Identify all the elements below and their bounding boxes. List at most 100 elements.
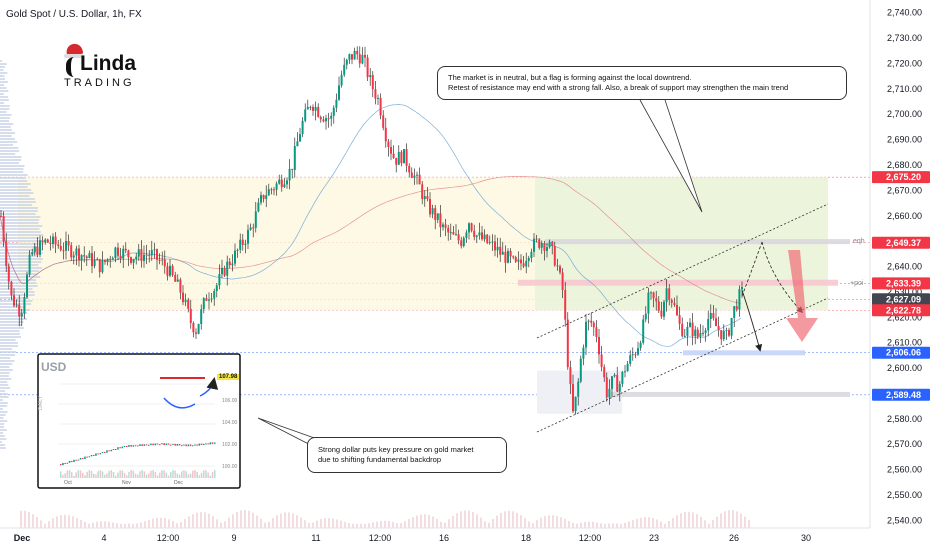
inset-candle xyxy=(214,442,216,444)
volume-bar xyxy=(284,512,286,528)
candle-body xyxy=(616,374,619,392)
candle-body xyxy=(241,239,244,245)
candle-body xyxy=(735,306,738,310)
candle-body xyxy=(91,253,93,267)
volume-bar xyxy=(440,521,442,528)
big-down-arrow xyxy=(786,250,818,342)
volume-bar xyxy=(644,517,646,528)
inset-volume xyxy=(123,472,126,478)
inset-volume xyxy=(75,472,77,478)
profile-bar xyxy=(0,234,44,236)
volume-bar xyxy=(64,514,66,528)
candle-body xyxy=(660,310,663,317)
inset-up-arrow xyxy=(199,377,219,397)
profile-bar xyxy=(0,162,20,164)
volume-bar xyxy=(624,522,626,528)
profile-bar xyxy=(0,252,43,254)
profile-bar xyxy=(0,363,13,365)
inset-volume xyxy=(187,474,190,478)
profile-bar xyxy=(0,189,32,191)
chart-title: Gold Spot / U.S. Dollar, 1h, FX xyxy=(6,9,142,20)
candle-body xyxy=(80,255,83,261)
candle-body xyxy=(114,247,117,259)
profile-bar xyxy=(0,174,28,176)
x-tick-label: 11 xyxy=(311,533,320,543)
volume-bar xyxy=(464,510,466,528)
candle-body xyxy=(111,258,114,260)
volume-bar xyxy=(160,517,162,528)
x-tick-label: 12:00 xyxy=(157,533,180,543)
profile-bar xyxy=(0,168,24,170)
channel-upper-line xyxy=(536,203,829,339)
volume-bar xyxy=(152,518,154,528)
candle-body xyxy=(338,85,340,100)
profile-bar xyxy=(0,90,9,92)
candle-body xyxy=(442,224,444,228)
volume-bar xyxy=(24,510,26,528)
volume-bars xyxy=(20,510,750,528)
volume-bar xyxy=(508,510,510,528)
volume-bar xyxy=(480,517,482,528)
profile-bar xyxy=(0,144,13,146)
volume-bar xyxy=(296,515,298,528)
x-tick-label: Dec xyxy=(14,533,31,543)
candle-body xyxy=(418,174,421,185)
profile-bar xyxy=(0,375,9,377)
volume-bar xyxy=(68,515,70,528)
inset-y-tick: 104.00 xyxy=(222,420,238,426)
candle-body xyxy=(631,354,634,356)
inset-volume xyxy=(134,473,137,478)
profile-bar xyxy=(0,195,30,197)
volume-bar xyxy=(192,514,194,528)
candle-body xyxy=(553,245,556,266)
inset-volume xyxy=(205,470,207,478)
profile-bar xyxy=(0,381,8,383)
inset-candle xyxy=(152,443,154,446)
candle-body xyxy=(566,319,569,368)
candle-body xyxy=(559,266,561,273)
candle-body xyxy=(527,257,530,261)
candle-body xyxy=(535,238,538,240)
inset-volume xyxy=(185,471,187,478)
inset-candle xyxy=(121,446,124,449)
profile-bar xyxy=(0,345,18,347)
candle-body xyxy=(439,213,442,228)
candle-body xyxy=(65,241,67,251)
logo-text: Linda xyxy=(80,52,136,75)
candle-body xyxy=(39,240,41,255)
inset-volume xyxy=(106,473,108,478)
price-tag xyxy=(872,388,930,401)
inset-candle xyxy=(137,445,139,447)
volume-bar xyxy=(164,518,166,528)
candle-body xyxy=(351,54,353,60)
inset-candle xyxy=(163,443,165,446)
lower-zone xyxy=(537,370,622,414)
inset-y-tick: 100.00 xyxy=(222,464,238,470)
volume-bar xyxy=(416,515,418,528)
candle-body xyxy=(462,237,465,246)
inset-candle xyxy=(86,456,88,458)
candle-body xyxy=(634,354,637,356)
x-tick-label: 18 xyxy=(521,533,531,543)
candle-body xyxy=(374,89,377,99)
candle-body xyxy=(572,384,574,412)
candle-body xyxy=(20,313,23,317)
volume-bar xyxy=(744,516,746,528)
volume-bar xyxy=(380,520,382,528)
volume-bar xyxy=(244,510,246,528)
candle-body xyxy=(392,153,395,158)
price-tag-label: 2,606.06 xyxy=(886,348,921,358)
candle-body xyxy=(611,376,613,389)
candle-body xyxy=(730,318,733,336)
volume-bar xyxy=(676,515,678,528)
inset-candle xyxy=(99,453,102,455)
profile-bar xyxy=(0,294,35,296)
candle-body xyxy=(494,241,496,251)
volume-bar xyxy=(156,517,158,528)
volume-bar xyxy=(716,516,718,528)
candle-body xyxy=(704,330,707,333)
inset-candle xyxy=(123,446,126,448)
candle-body xyxy=(382,115,385,128)
y-tick-label: 2,570.00 xyxy=(887,439,922,449)
candle-body xyxy=(104,259,106,262)
